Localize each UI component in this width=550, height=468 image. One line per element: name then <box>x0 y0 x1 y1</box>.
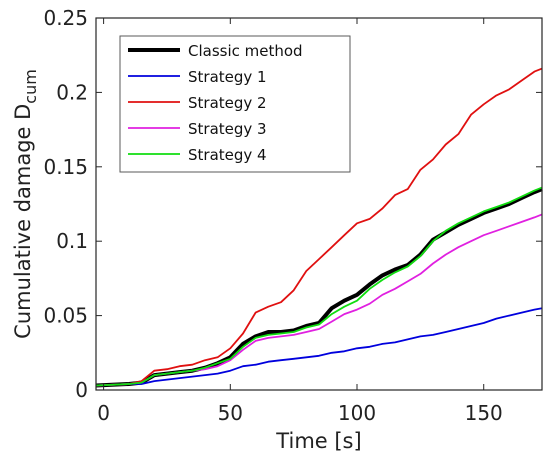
y-tick-label: 0.25 <box>43 6 88 30</box>
tick-label-layer: 0 50 100 150 0 0.05 0.1 0.15 0.2 0.25 <box>43 6 502 425</box>
legend-items: Classic method Strategy 1 Strategy 2 Strate… <box>128 42 303 164</box>
x-tick-label: 0 <box>97 401 110 425</box>
series-line-strategy-1 <box>95 307 543 387</box>
x-tick-label: 50 <box>218 401 243 425</box>
series-line-strategy-2 <box>95 67 543 387</box>
y-tick-label: 0.2 <box>56 80 88 104</box>
y-axis-label: Cumulative damage Dcum <box>11 69 40 339</box>
legend-box <box>119 35 351 173</box>
legend-label-strategy-4: Strategy 4 <box>188 146 267 164</box>
y-tick-label: 0 <box>75 378 88 402</box>
y-tick-label: 0.1 <box>56 229 88 253</box>
y-tick-label: 0.05 <box>43 304 88 328</box>
plot-frame <box>95 17 543 391</box>
legend-label-strategy-2: Strategy 2 <box>188 94 267 112</box>
legend-label-classic-method: Classic method <box>188 42 303 60</box>
legend-label-strategy-3: Strategy 3 <box>188 120 267 138</box>
legend-label-strategy-1: Strategy 1 <box>188 68 267 86</box>
legend: Classic method Strategy 1 Strategy 2 Strate… <box>119 35 351 173</box>
y-axis-label-main: Cumulative damage D <box>11 104 35 339</box>
series-layer <box>95 67 543 388</box>
x-axis-label: Time [s] <box>275 429 361 453</box>
x-tick-label: 100 <box>338 401 376 425</box>
tick-layer <box>96 17 542 391</box>
y-tick-label: 0.15 <box>43 155 88 179</box>
y-axis-label-subscript: cum <box>21 69 40 104</box>
series-line-strategy-4 <box>95 186 543 387</box>
x-tick-label: 150 <box>465 401 503 425</box>
